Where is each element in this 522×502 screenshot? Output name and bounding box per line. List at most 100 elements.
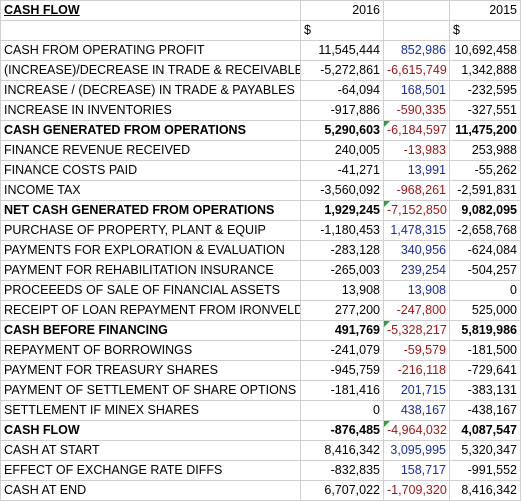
row-label-cell[interactable]: NET CASH GENERATED FROM OPERATIONS: [0, 200, 301, 221]
value-2016-cell[interactable]: -283,128: [300, 240, 384, 261]
value-2015-cell[interactable]: -991,552: [449, 460, 521, 481]
value-2015-cell[interactable]: -327,551: [449, 100, 521, 121]
value-2016-cell[interactable]: -832,835: [300, 460, 384, 481]
value-2016-cell[interactable]: -876,485: [300, 420, 384, 441]
currency-2016-cell[interactable]: $: [300, 20, 384, 41]
difference-cell[interactable]: -4,964,032: [383, 420, 450, 441]
difference-cell[interactable]: -6,615,749: [383, 60, 450, 81]
value-2015-cell[interactable]: -729,641: [449, 360, 521, 381]
row-label-cell[interactable]: PURCHASE OF PROPERTY, PLANT & EQUIP: [0, 220, 301, 241]
difference-cell[interactable]: 168,501: [383, 80, 450, 101]
difference-cell[interactable]: -1,709,320: [383, 480, 450, 501]
value-2016-cell[interactable]: -5,272,861: [300, 60, 384, 81]
value-2015-cell[interactable]: -624,084: [449, 240, 521, 261]
row-label-cell[interactable]: PAYMENT FOR REHABILITATION INSURANCE: [0, 260, 301, 281]
value-2015-cell[interactable]: 525,000: [449, 300, 521, 321]
difference-cell[interactable]: 13,991: [383, 160, 450, 181]
difference-cell[interactable]: -5,328,217: [383, 320, 450, 341]
value-2016-cell[interactable]: -945,759: [300, 360, 384, 381]
value-2015-cell[interactable]: -55,262: [449, 160, 521, 181]
value-2015-cell[interactable]: 1,342,888: [449, 60, 521, 81]
value-2016-cell[interactable]: 0: [300, 400, 384, 421]
difference-cell[interactable]: -968,261: [383, 180, 450, 201]
difference-cell[interactable]: 239,254: [383, 260, 450, 281]
value-2015-cell[interactable]: -383,131: [449, 380, 521, 401]
row-label-cell[interactable]: INCREASE IN INVENTORIES: [0, 100, 301, 121]
difference-cell[interactable]: 852,986: [383, 40, 450, 61]
value-2016-cell[interactable]: -241,079: [300, 340, 384, 361]
value-2016-cell[interactable]: -41,271: [300, 160, 384, 181]
difference-cell[interactable]: 201,715: [383, 380, 450, 401]
value-2015-cell[interactable]: 5,819,986: [449, 320, 521, 341]
difference-cell[interactable]: 13,908: [383, 280, 450, 301]
difference-cell[interactable]: 438,167: [383, 400, 450, 421]
row-label-cell[interactable]: CASH BEFORE FINANCING: [0, 320, 301, 341]
row-label-cell[interactable]: CASH AT END: [0, 480, 301, 501]
row-label-cell[interactable]: FINANCE COSTS PAID: [0, 160, 301, 181]
value-2015-cell[interactable]: 10,692,458: [449, 40, 521, 61]
value-2016-cell[interactable]: 277,200: [300, 300, 384, 321]
row-label-cell[interactable]: PROCEEEDS OF SALE OF FINANCIAL ASSETS: [0, 280, 301, 301]
value-2015-cell[interactable]: 5,320,347: [449, 440, 521, 461]
value-2016-cell[interactable]: -265,003: [300, 260, 384, 281]
value-2016-cell[interactable]: 11,545,444: [300, 40, 384, 61]
year-2015-header-cell[interactable]: 2015: [449, 0, 521, 21]
value-2016-cell[interactable]: -1,180,453: [300, 220, 384, 241]
value-2016-cell[interactable]: 8,416,342: [300, 440, 384, 461]
value-2015-cell[interactable]: -2,591,831: [449, 180, 521, 201]
value-2015-cell[interactable]: 11,475,200: [449, 120, 521, 141]
row-label-cell[interactable]: FINANCE REVENUE RECEIVED: [0, 140, 301, 161]
row-label-cell[interactable]: RECEIPT OF LOAN REPAYMENT FROM IRONVELD: [0, 300, 301, 321]
value-2016-cell[interactable]: -917,886: [300, 100, 384, 121]
difference-cell[interactable]: 1,478,315: [383, 220, 450, 241]
value-2015-cell[interactable]: 0: [449, 280, 521, 301]
value-2016-cell[interactable]: 13,908: [300, 280, 384, 301]
difference-cell[interactable]: -7,152,850: [383, 200, 450, 221]
currency-2015-cell[interactable]: $: [449, 20, 521, 41]
row-label-cell[interactable]: PAYMENT FOR TREASURY SHARES: [0, 360, 301, 381]
difference-cell[interactable]: -59,579: [383, 340, 450, 361]
value-2016-cell[interactable]: 240,005: [300, 140, 384, 161]
value-2016-cell[interactable]: 1,929,245: [300, 200, 384, 221]
value-2015-cell[interactable]: -2,658,768: [449, 220, 521, 241]
value-2015-cell[interactable]: -181,500: [449, 340, 521, 361]
value-2016-cell[interactable]: 491,769: [300, 320, 384, 341]
row-label-cell[interactable]: EFFECT OF EXCHANGE RATE DIFFS: [0, 460, 301, 481]
row-label-cell[interactable]: SETTLEMENT IF MINEX SHARES: [0, 400, 301, 421]
year-2016-header-cell[interactable]: 2016: [300, 0, 384, 21]
difference-cell[interactable]: -216,118: [383, 360, 450, 381]
difference-cell[interactable]: -247,800: [383, 300, 450, 321]
row-label-cell[interactable]: CASH AT START: [0, 440, 301, 461]
difference-cell[interactable]: 340,956: [383, 240, 450, 261]
difference-cell[interactable]: -6,184,597: [383, 120, 450, 141]
difference-cell[interactable]: -13,983: [383, 140, 450, 161]
value-2015-cell[interactable]: -438,167: [449, 400, 521, 421]
value-2015-cell[interactable]: 253,988: [449, 140, 521, 161]
value-2016-cell[interactable]: -3,560,092: [300, 180, 384, 201]
row-label-cell[interactable]: (INCREASE)/DECREASE IN TRADE & RECEIVABL…: [0, 60, 301, 81]
value-2015-cell[interactable]: 8,416,342: [449, 480, 521, 501]
row-label-cell[interactable]: CASH FROM OPERATING PROFIT: [0, 40, 301, 61]
currency-diff-cell[interactable]: [383, 20, 450, 41]
value-2015-cell[interactable]: -504,257: [449, 260, 521, 281]
value-2016-cell[interactable]: -64,094: [300, 80, 384, 101]
row-label-cell[interactable]: INCOME TAX: [0, 180, 301, 201]
value-2015-cell[interactable]: 4,087,547: [449, 420, 521, 441]
value-2015-cell[interactable]: -232,595: [449, 80, 521, 101]
currency-label-cell[interactable]: [0, 20, 301, 41]
value-2016-cell[interactable]: 6,707,022: [300, 480, 384, 501]
difference-cell[interactable]: 158,717: [383, 460, 450, 481]
difference-header-cell[interactable]: [383, 0, 450, 21]
value-2015-cell[interactable]: 9,082,095: [449, 200, 521, 221]
row-label-cell[interactable]: CASH FLOW: [0, 420, 301, 441]
sheet-title-cell[interactable]: CASH FLOW: [0, 0, 301, 21]
difference-cell[interactable]: 3,095,995: [383, 440, 450, 461]
row-label-cell[interactable]: PAYMENTS FOR EXPLORATION & EVALUATION: [0, 240, 301, 261]
value-2016-cell[interactable]: 5,290,603: [300, 120, 384, 141]
row-label-cell[interactable]: CASH GENERATED FROM OPERATIONS: [0, 120, 301, 141]
row-label-cell[interactable]: PAYMENT OF SETTLEMENT OF SHARE OPTIONS: [0, 380, 301, 401]
row-label-cell[interactable]: REPAYMENT OF BORROWINGS: [0, 340, 301, 361]
difference-cell[interactable]: -590,335: [383, 100, 450, 121]
value-2016-cell[interactable]: -181,416: [300, 380, 384, 401]
row-label-cell[interactable]: INCREASE / (DECREASE) IN TRADE & PAYABLE…: [0, 80, 301, 101]
